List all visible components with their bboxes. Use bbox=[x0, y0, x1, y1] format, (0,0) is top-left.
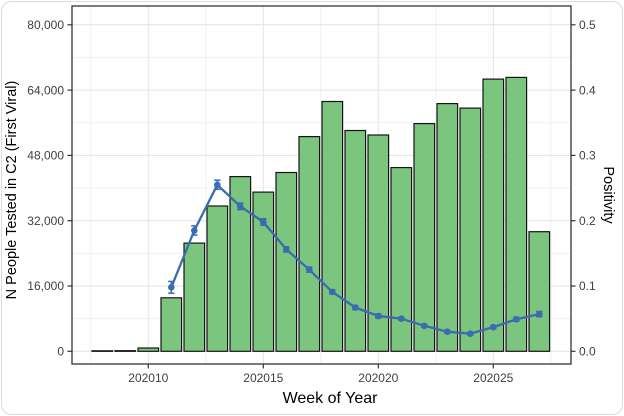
data-point bbox=[191, 227, 198, 234]
bar bbox=[160, 297, 183, 352]
tick-label-left: 48,000 bbox=[27, 149, 64, 163]
y-axis-title-right: Positivity bbox=[600, 166, 616, 224]
tick-label-left: 16,000 bbox=[27, 279, 64, 293]
tick-label-right: 0.1 bbox=[579, 279, 596, 293]
data-point bbox=[168, 284, 175, 291]
bar bbox=[229, 176, 252, 352]
data-point bbox=[513, 316, 520, 323]
data-point bbox=[306, 266, 313, 273]
bar bbox=[252, 191, 275, 352]
data-point bbox=[214, 181, 221, 189]
data-point bbox=[283, 246, 290, 253]
panel-border bbox=[71, 5, 572, 365]
bar bbox=[459, 107, 482, 352]
tick-label-left: 80,000 bbox=[27, 18, 64, 32]
data-point bbox=[352, 304, 359, 311]
tick-label-bottom: 202020 bbox=[358, 371, 398, 385]
bar bbox=[436, 102, 459, 352]
tick-label-right: 0.2 bbox=[579, 214, 596, 228]
tick-label-left: 0 bbox=[57, 345, 64, 359]
tick-label-right: 0.5 bbox=[579, 18, 596, 32]
bar bbox=[390, 167, 413, 352]
data-point bbox=[329, 288, 336, 296]
y-axis-title-left: N People Tested in C2 (First Viral) bbox=[4, 81, 20, 300]
bar bbox=[321, 100, 344, 352]
data-point bbox=[490, 323, 497, 331]
bar bbox=[183, 242, 206, 352]
bar bbox=[298, 136, 321, 352]
tick-label-left: 64,000 bbox=[27, 83, 64, 97]
data-point bbox=[260, 218, 267, 226]
bar bbox=[367, 134, 390, 352]
bar bbox=[91, 350, 114, 352]
tick-label-right: 0.3 bbox=[579, 149, 596, 163]
data-point bbox=[421, 322, 428, 330]
bar bbox=[344, 129, 367, 352]
data-point bbox=[444, 328, 451, 336]
data-point bbox=[375, 312, 382, 320]
data-point bbox=[398, 315, 405, 322]
tick-label-left: 32,000 bbox=[27, 214, 64, 228]
bar bbox=[413, 122, 436, 352]
x-axis-title: Week of Year bbox=[283, 390, 379, 407]
tick-label-bottom: 202025 bbox=[473, 371, 513, 385]
bar bbox=[206, 205, 229, 352]
tick-label-right: 0.0 bbox=[579, 345, 596, 359]
data-point bbox=[536, 310, 543, 318]
data-point bbox=[237, 203, 244, 210]
bar bbox=[482, 78, 505, 352]
tick-label-right: 0.4 bbox=[579, 83, 596, 97]
tick-label-bottom: 202015 bbox=[243, 371, 283, 385]
bar bbox=[505, 76, 528, 352]
data-point bbox=[467, 330, 474, 337]
bar bbox=[114, 350, 137, 352]
bar bbox=[137, 347, 160, 352]
bar bbox=[275, 171, 298, 352]
chart-layers: 0 16,000 32,000 48,000 64,000 80,000 0.0 0.1 0.2… bbox=[27, 6, 596, 385]
bar bbox=[528, 231, 551, 352]
tick-label-bottom: 202010 bbox=[128, 371, 168, 385]
